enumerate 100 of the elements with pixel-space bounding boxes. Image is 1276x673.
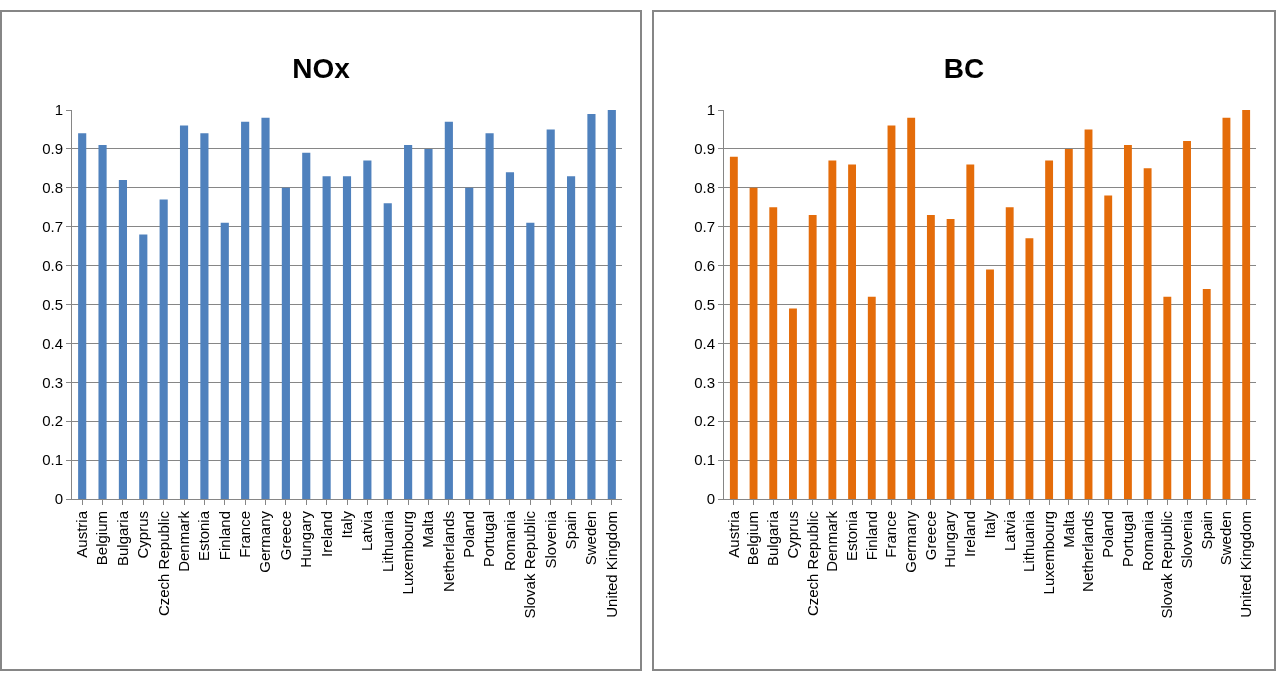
x-tick-label: Portugal — [1118, 511, 1136, 567]
x-tick-label: Portugal — [480, 511, 498, 567]
bar — [1202, 288, 1211, 499]
bar — [907, 117, 916, 499]
y-tick-label: 0.4 — [694, 334, 715, 352]
y-tick-label: 0 — [54, 490, 63, 508]
x-tick-label: Belgium — [744, 511, 762, 566]
y-tick-label: 1 — [706, 101, 715, 119]
x-tick-label: Luxembourg — [398, 511, 416, 595]
x-tick-label: France — [882, 511, 900, 558]
x-tick-label: Germany — [902, 510, 920, 573]
y-tick-label: 0 — [706, 490, 715, 508]
x-tick-label: Lithuania — [1020, 510, 1038, 572]
bar — [118, 180, 127, 499]
y-tick-label: 0.9 — [42, 140, 63, 158]
bar — [789, 308, 797, 499]
x-tick-label: Belgium — [93, 511, 111, 566]
x-tick-label: Spain — [561, 511, 579, 550]
y-tick-label: 0.7 — [694, 217, 715, 235]
x-tick-label: Cyprus — [134, 511, 152, 559]
x-tick-label: Poland — [460, 511, 478, 558]
bar — [526, 222, 535, 499]
x-tick-label: Spain — [1197, 511, 1215, 550]
x-tick-label: United Kingdom — [602, 511, 620, 618]
bar — [322, 176, 331, 499]
x-tick-label: Sweden — [582, 511, 600, 566]
x-tick-label: Finland — [215, 511, 233, 561]
bar — [1183, 141, 1191, 499]
x-tick-label: Hungary — [941, 510, 959, 568]
y-tick-label: 0.9 — [694, 140, 715, 158]
x-tick-label: Denmark — [174, 510, 192, 572]
x-tick-label: Italy — [337, 510, 355, 539]
bar — [587, 113, 596, 499]
x-tick-label: Slovak Republic — [1158, 510, 1176, 619]
y-tick-label: 0.6 — [694, 256, 715, 274]
x-tick-label: Bulgaria — [113, 510, 131, 567]
bar — [749, 187, 758, 499]
y-tick-label: 0.3 — [42, 373, 63, 391]
bar — [1005, 207, 1014, 499]
y-tick-label: 0.1 — [42, 451, 63, 469]
bar — [139, 234, 148, 499]
y-tick-label: 0.7 — [42, 217, 63, 235]
bar — [1045, 160, 1054, 499]
y-tick-label: 0.2 — [42, 412, 63, 430]
bar — [1163, 296, 1172, 499]
bar — [986, 269, 994, 499]
bar — [98, 145, 107, 499]
x-tick-label: Romania — [1138, 510, 1156, 572]
x-tick-label: Malta — [1059, 510, 1077, 548]
bar — [1123, 145, 1132, 499]
bar — [828, 160, 837, 499]
x-tick-label: Austria — [73, 510, 91, 558]
bar — [607, 110, 616, 499]
bar — [505, 172, 515, 499]
x-tick-label: Ireland — [961, 511, 979, 557]
bar — [281, 187, 290, 499]
x-tick-label: Czech Republic — [803, 510, 821, 617]
x-tick-label: Slovenia — [1177, 510, 1195, 569]
x-tick-label: France — [236, 511, 254, 558]
bar — [78, 133, 87, 499]
x-tick-label: United Kingdom — [1237, 511, 1255, 618]
bar — [808, 215, 817, 499]
bar — [241, 121, 250, 499]
x-tick-label: Netherlands — [1079, 511, 1097, 592]
x-tick-label: Malta — [419, 510, 437, 548]
x-tick-label: Greece — [921, 511, 939, 561]
x-tick-label: Denmark — [823, 510, 841, 572]
bar — [363, 160, 372, 499]
bar — [342, 176, 352, 499]
y-tick-label: 1 — [54, 101, 63, 119]
x-tick-label: Sweden — [1217, 511, 1235, 566]
bar — [179, 125, 189, 499]
bar — [220, 222, 229, 499]
bar — [404, 145, 413, 499]
x-tick-label: Latvia — [358, 510, 376, 552]
x-tick-label: Germany — [256, 510, 274, 573]
y-tick-label: 0.2 — [694, 412, 715, 430]
x-tick-label: Estonia — [195, 510, 213, 562]
bar — [200, 133, 209, 499]
bar — [485, 133, 494, 499]
bar — [444, 121, 453, 499]
y-tick-label: 0.8 — [694, 179, 715, 197]
x-tick-label: Slovenia — [541, 510, 559, 569]
x-tick-label: Slovak Republic — [521, 510, 539, 619]
x-tick-label: Greece — [276, 511, 294, 561]
x-tick-label: Estonia — [842, 510, 860, 562]
bar — [465, 187, 474, 499]
x-tick-label: Czech Republic — [154, 510, 172, 617]
x-tick-label: Ireland — [317, 511, 335, 557]
x-tick-label: Lithuania — [378, 510, 396, 572]
bar — [867, 296, 876, 499]
y-tick-label: 0.5 — [42, 295, 63, 313]
x-tick-label: Cyprus — [783, 511, 801, 559]
bar — [769, 207, 778, 499]
y-tick-label: 0.4 — [42, 334, 63, 352]
y-tick-label: 0.6 — [42, 256, 63, 274]
bar — [946, 218, 955, 499]
bar — [1143, 168, 1152, 499]
x-tick-label: Luxembourg — [1039, 511, 1057, 595]
chart-title: NOx — [292, 52, 351, 84]
